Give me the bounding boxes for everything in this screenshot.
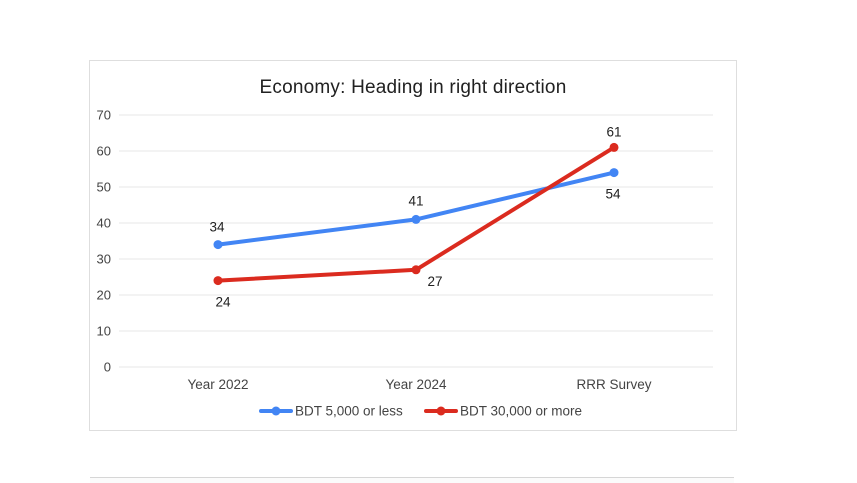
y-axis-tick-label: 30: [97, 252, 111, 267]
legend-marker-dot: [271, 406, 281, 416]
y-axis-tick-label: 70: [97, 108, 111, 123]
y-axis-tick-label: 0: [104, 360, 111, 375]
y-axis-tick-label: 10: [97, 324, 111, 339]
line-chart: 0 10 20 30 40 50 60 70 Year 2022 Year 2024 RRR Sur…: [97, 108, 713, 419]
data-label: 54: [605, 187, 621, 202]
data-label: 24: [215, 295, 231, 310]
chart-title: Economy: Heading in right direction: [259, 77, 567, 98]
data-point: [609, 168, 619, 178]
y-axis-tick-label: 60: [97, 144, 111, 159]
data-point: [411, 265, 421, 275]
series-line-1: [216, 145, 616, 283]
x-axis-tick-label: Year 2022: [187, 377, 248, 392]
data-label: 41: [408, 193, 423, 208]
data-point: [609, 142, 619, 152]
y-axis-tick-label: 50: [97, 180, 111, 195]
x-axis-tick-label: Year 2024: [385, 377, 447, 392]
data-label: 61: [606, 124, 621, 139]
legend-marker-dot: [436, 406, 446, 416]
data-point: [411, 214, 421, 224]
data-point: [213, 240, 223, 250]
data-label: 34: [209, 220, 225, 235]
y-axis-tick-label: 40: [97, 216, 111, 231]
data-point: [213, 276, 223, 286]
legend-label: BDT 5,000 or less: [295, 404, 403, 419]
x-axis-tick-label: RRR Survey: [576, 377, 651, 392]
y-axis-tick-label: 20: [97, 288, 111, 303]
next-card-top-edge: [90, 477, 734, 483]
data-label: 27: [427, 274, 442, 289]
legend-label: BDT 30,000 or more: [460, 404, 582, 419]
chart-card[interactable]: Economy: Heading in right direction 0 10 2…: [89, 60, 737, 431]
